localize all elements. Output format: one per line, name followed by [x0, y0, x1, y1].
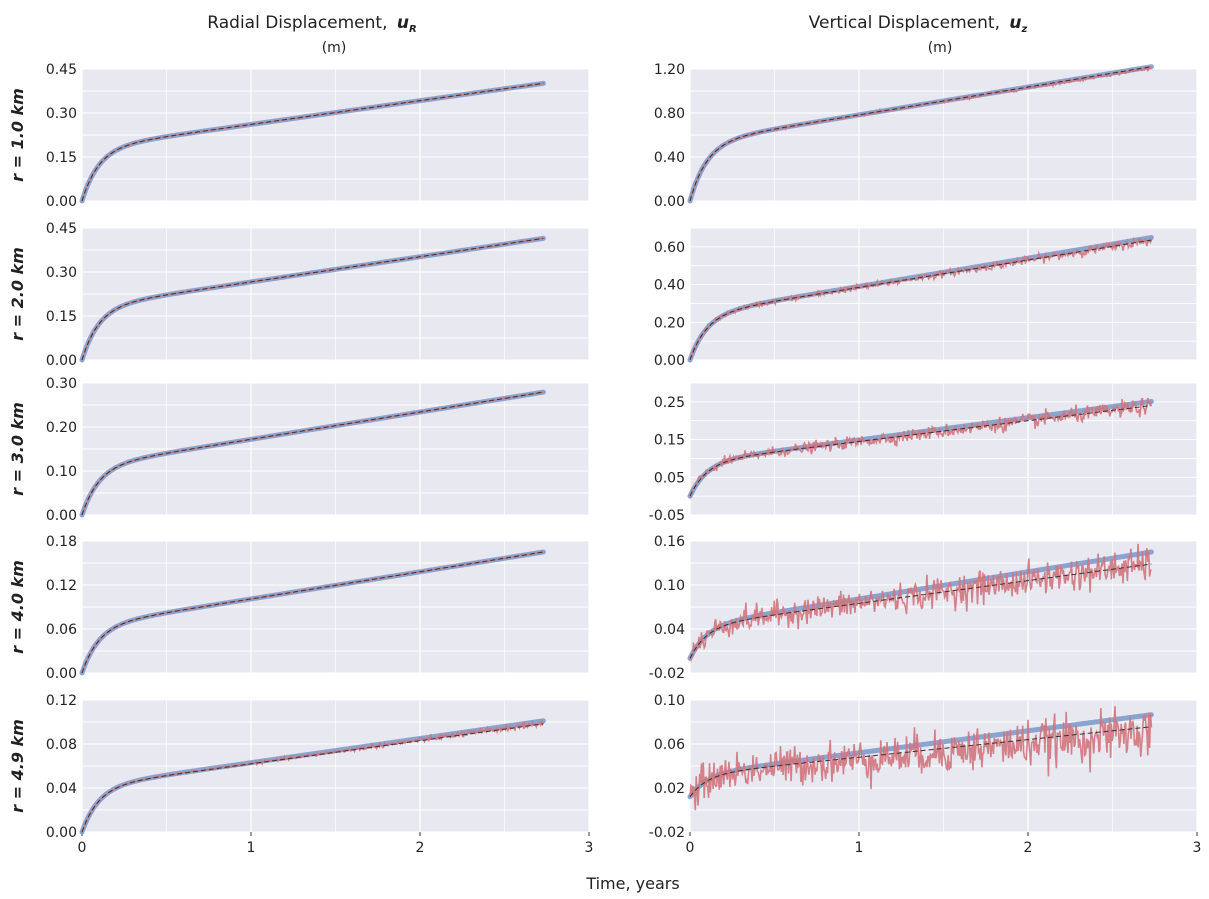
y-tick-label: 0.15 [46, 150, 77, 166]
y-tick-label: -0.02 [649, 825, 685, 841]
series-observed-line [689, 543, 1152, 663]
x-tick-label: 1 [247, 840, 256, 856]
series-observed-line [689, 236, 1153, 359]
series-fit-line [81, 82, 544, 202]
right-column-header: Vertical Displacement, uz (m) [809, 13, 1028, 56]
panel-radial-1: 0.00 0.15 0.30 0.45 r = 1.0 km [8, 62, 590, 210]
row-label: r = 2.0 km [8, 247, 27, 341]
series-observed-line [81, 718, 545, 833]
y-tick-label: 0.45 [46, 221, 77, 237]
y-tick-label: 0.18 [46, 534, 77, 550]
y-tick-label: 0.06 [654, 737, 685, 753]
series-fit-line [689, 66, 1152, 202]
series-fit-line [689, 239, 1152, 361]
panel-vertical-5: -0.02 0.02 0.06 0.10 0 1 2 3 [649, 693, 1202, 856]
x-tick-label: 3 [585, 840, 594, 856]
y-tick-label: 0.60 [654, 240, 685, 256]
y-tick-label: 0.30 [46, 106, 77, 122]
x-tick-label: 2 [1024, 840, 1033, 856]
left-column-header: Radial Displacement, uR (m) [207, 13, 416, 56]
y-tick-label: 0.10 [46, 464, 77, 480]
series-fit-line [81, 723, 544, 833]
y-tick-label: 0.16 [654, 534, 685, 550]
y-tick-label: -0.02 [649, 666, 685, 682]
series-fit-line [689, 563, 1152, 659]
y-tick-label: 0.30 [46, 265, 77, 281]
y-tick-label: 0.00 [46, 194, 77, 210]
series-observed-line [689, 397, 1153, 498]
left-column-unit: (m) [322, 40, 347, 56]
y-tick-label: 0.06 [46, 622, 77, 638]
row-label: r = 4.0 km [8, 560, 27, 654]
y-tick-label: -0.05 [649, 508, 685, 524]
right-column-title: Vertical Displacement, uz [809, 13, 1028, 35]
y-tick-label: 1.20 [654, 62, 685, 78]
row-label: r = 1.0 km [8, 88, 27, 182]
y-tick-label: 0.00 [46, 666, 77, 682]
x-tick-label: 2 [416, 840, 425, 856]
y-tick-label: 0.10 [654, 578, 685, 594]
panel-vertical-1: 0.00 0.40 0.80 1.20 [654, 62, 1198, 210]
series-fit-line [81, 551, 544, 674]
series-fit-line [689, 726, 1152, 798]
y-tick-label: 0.30 [46, 376, 77, 392]
panel-vertical-3: -0.05 0.05 0.15 0.25 [649, 382, 1198, 524]
series-fit-line [689, 405, 1152, 497]
series-fit-line [81, 391, 544, 516]
y-tick-label: 0.12 [46, 578, 77, 594]
y-tick-label: 0.00 [46, 508, 77, 524]
y-tick-label: 0.20 [46, 420, 77, 436]
x-tick-label: 3 [1193, 840, 1202, 856]
panel-radial-5: 0.00 0.04 0.08 0.12 0 1 2 3 r = 4.9 km [8, 693, 593, 856]
y-tick-label: 0.40 [654, 150, 685, 166]
y-tick-label: 0.04 [46, 781, 77, 797]
x-tick-label: 0 [78, 840, 87, 856]
y-tick-label: 0.40 [654, 278, 685, 294]
y-tick-label: 0.05 [654, 470, 685, 486]
y-tick-label: 0.02 [654, 781, 685, 797]
x-axis-label: Time, years [585, 874, 679, 893]
x-tick-label: 0 [686, 840, 695, 856]
row-label: r = 3.0 km [8, 402, 27, 496]
y-tick-label: 0.15 [654, 433, 685, 449]
y-tick-label: 0.10 [654, 693, 685, 709]
y-tick-label: 0.00 [654, 353, 685, 369]
series-observed-line [689, 706, 1153, 811]
row-label: r = 4.9 km [8, 719, 27, 813]
series-model-line [687, 549, 1154, 661]
y-tick-label: 0.00 [46, 825, 77, 841]
panel-vertical-4: -0.02 0.04 0.10 0.16 [649, 534, 1198, 682]
y-tick-label: 0.80 [654, 106, 685, 122]
y-tick-label: 0.12 [46, 693, 77, 709]
y-tick-label: 0.45 [46, 62, 77, 78]
panel-radial-2: 0.00 0.15 0.30 0.45 r = 2.0 km [8, 221, 590, 369]
y-tick-label: 0.08 [46, 737, 77, 753]
right-column-unit: (m) [928, 40, 953, 56]
x-tick-label: 1 [855, 840, 864, 856]
y-tick-label: 0.25 [654, 395, 685, 411]
y-tick-label: 0.15 [46, 309, 77, 325]
series-fit-line [81, 237, 544, 361]
left-column-title: Radial Displacement, uR [207, 13, 416, 35]
y-tick-label: 0.04 [654, 622, 685, 638]
y-tick-label: 0.20 [654, 315, 685, 331]
y-tick-label: 0.00 [46, 353, 77, 369]
panel-radial-4: 0.00 0.06 0.12 0.18 r = 4.0 km [8, 534, 590, 682]
panel-radial-3: 0.00 0.10 0.20 0.30 r = 3.0 km [8, 376, 590, 524]
y-tick-label: 0.00 [654, 194, 685, 210]
panel-vertical-2: 0.00 0.20 0.40 0.60 [654, 227, 1198, 369]
